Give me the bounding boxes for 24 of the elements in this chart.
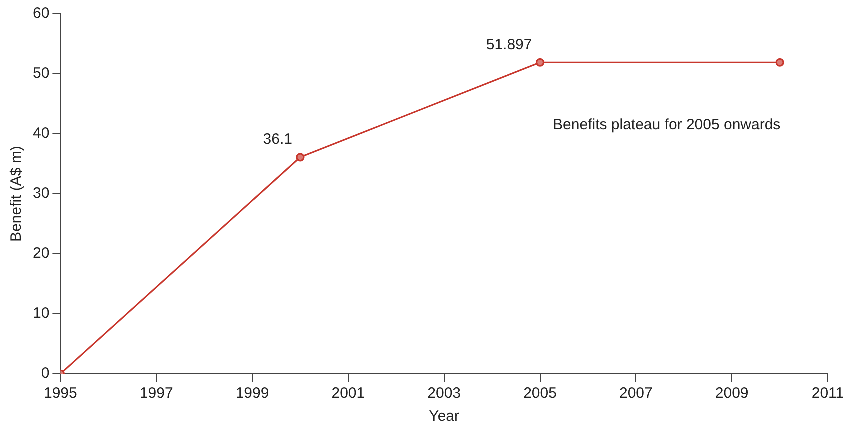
y-tick-label: 20 xyxy=(32,245,50,262)
x-tick-label: 1997 xyxy=(140,385,174,402)
x-tick-label: 2011 xyxy=(812,385,844,402)
x-tick-label: 1999 xyxy=(236,385,270,402)
data-label: 36.1 xyxy=(263,131,292,148)
data-label: 51.897 xyxy=(486,36,532,54)
point xyxy=(536,58,545,67)
y-axis-title: Benefit (A$ m) xyxy=(8,146,26,242)
point xyxy=(296,153,305,162)
x-tick-label: 2009 xyxy=(715,385,749,402)
x-tick-label: 2005 xyxy=(524,385,557,402)
x-tick-label: 2007 xyxy=(619,385,653,402)
x-tick-label: 1995 xyxy=(44,385,78,402)
y-tick-label: 30 xyxy=(32,185,50,202)
y-tick-label: 50 xyxy=(32,65,50,82)
y-tick-label: 40 xyxy=(32,125,50,142)
y-tick-label: 10 xyxy=(32,305,50,322)
y-tick-label: 0 xyxy=(41,365,50,382)
point xyxy=(776,58,784,67)
x-tick-label: 2001 xyxy=(332,385,366,402)
x-tick-label: 2003 xyxy=(428,385,462,402)
y-tick-label: 60 xyxy=(32,5,50,22)
x-axis-title: Year xyxy=(429,408,460,426)
annotation: Benefits plateau for 2005 onwards xyxy=(553,116,781,134)
